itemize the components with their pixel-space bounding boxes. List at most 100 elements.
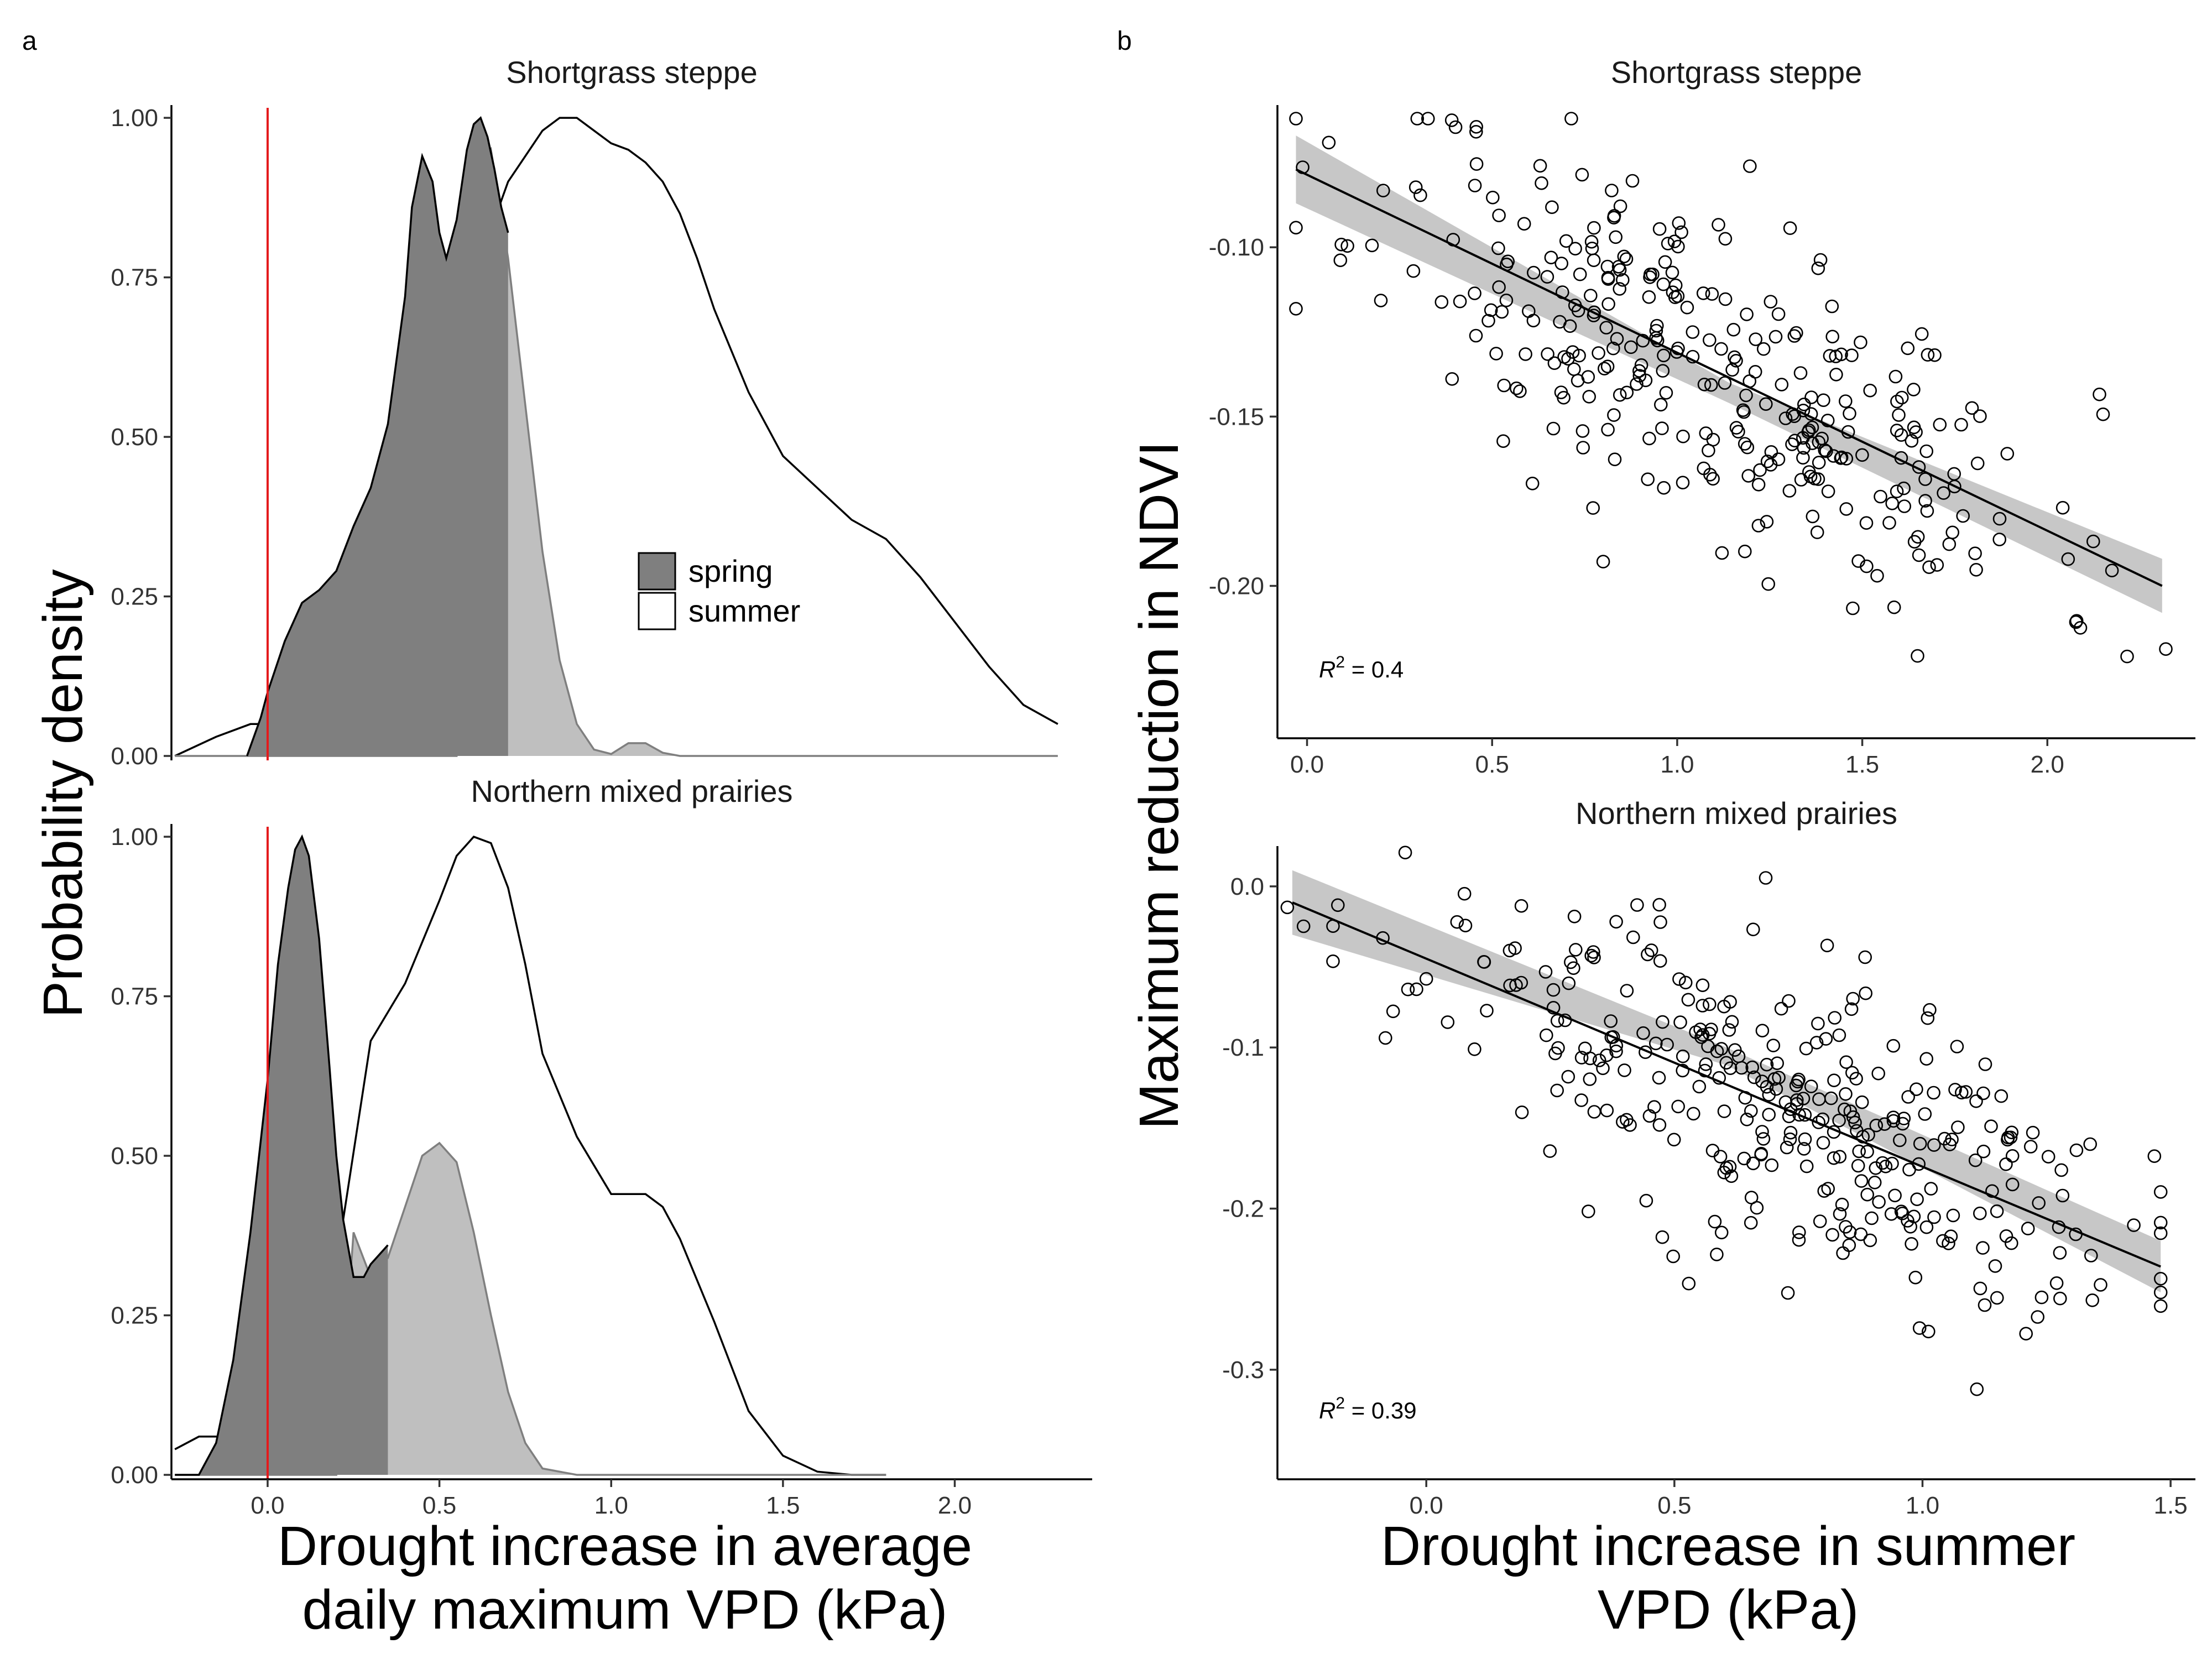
data-point: [1386, 1004, 1400, 1019]
data-point: [1817, 393, 1830, 408]
data-point: [1755, 1024, 1770, 1037]
data-point: [1973, 1206, 1987, 1220]
data-point: [1718, 232, 1733, 246]
data-point: [1289, 301, 1303, 316]
data-point: [1901, 1090, 1915, 1104]
data-point: [1745, 1060, 1759, 1074]
data-point: [1735, 1061, 1749, 1075]
data-point: [1976, 1086, 1990, 1100]
data-point: [1806, 509, 1820, 524]
data-point: [1289, 221, 1303, 235]
legend-key-summer: [638, 592, 676, 630]
data-point: [1671, 1099, 1685, 1114]
data-point: [1920, 504, 1934, 518]
data-point: [1861, 1128, 1875, 1142]
data-point: [1770, 1056, 1784, 1070]
data-point: [1496, 434, 1510, 448]
data-point: [1515, 1105, 1529, 1119]
data-point: [1812, 1115, 1825, 1129]
data-point: [1572, 348, 1586, 363]
data-point: [2053, 1291, 2067, 1306]
data-point: [1567, 910, 1582, 924]
data-point: [1825, 299, 1839, 314]
data-point: [1585, 241, 1599, 255]
data-point: [1609, 915, 1623, 929]
data-point: [1656, 364, 1670, 378]
data-point: [1874, 489, 1887, 504]
data-point: [1849, 1072, 1863, 1086]
data-point: [1296, 919, 1311, 933]
panel-a-y-axis-label: Probability density: [32, 569, 94, 1018]
data-point: [1907, 1209, 1921, 1224]
data-point: [1799, 1041, 1813, 1056]
data-point: [1968, 1153, 1983, 1167]
data-point: [1827, 1151, 1841, 1165]
data-point: [1641, 472, 1655, 487]
data-point: [1821, 1182, 1835, 1196]
data-point: [1888, 369, 1903, 384]
data-point: [1718, 292, 1733, 306]
data-point: [2056, 1188, 2070, 1203]
data-point: [1890, 394, 1904, 409]
data-point: [1839, 1087, 1853, 1101]
data-point: [1912, 548, 1926, 562]
data-point: [1913, 1136, 1927, 1151]
data-point: [1699, 1057, 1713, 1071]
data-point: [2085, 1293, 2099, 1307]
data-point: [1973, 409, 1987, 423]
data-point: [2159, 642, 2173, 656]
data-point: [1566, 345, 1580, 359]
data-point: [1743, 159, 1757, 173]
data-point: [1660, 1037, 1674, 1052]
data-point: [1613, 199, 1627, 213]
data-point: [1813, 1214, 1827, 1228]
data-point: [2083, 1137, 2097, 1151]
data-point: [1695, 978, 1710, 992]
data-point: [1990, 1291, 2004, 1305]
data-point: [1448, 120, 1463, 134]
data-point: [1819, 1032, 1833, 1046]
data-point: [1813, 253, 1828, 267]
data-point: [1988, 1259, 2002, 1273]
data-point: [1652, 222, 1667, 236]
data-point: [1812, 456, 1826, 469]
data-point: [1824, 1091, 1838, 1105]
data-point: [1562, 976, 1576, 990]
data-point: [1694, 1030, 1708, 1044]
data-point: [1761, 577, 1775, 591]
data-point: [1692, 1079, 1707, 1094]
data-point: [1499, 293, 1514, 307]
data-point: [1954, 418, 1968, 432]
y-tick-label: -0.10: [1209, 234, 1264, 261]
data-point: [1827, 449, 1840, 463]
data-point: [1892, 408, 1906, 422]
y-tick-label: 0.75: [111, 983, 158, 1010]
density-fill-summer: [175, 118, 1058, 757]
data-point: [1848, 1115, 1862, 1130]
data-point: [1886, 1110, 1901, 1124]
panel-a-x-axis-label-line1: Drought increase in average: [278, 1515, 972, 1577]
data-point: [1775, 378, 1789, 392]
data-point: [1586, 501, 1600, 515]
data-point: [1854, 335, 1867, 349]
data-point: [1326, 954, 1340, 968]
data-point: [2034, 1290, 2049, 1305]
data-point: [1587, 951, 1601, 964]
data-point: [2153, 1272, 2168, 1286]
data-point: [1919, 1220, 1934, 1234]
data-point: [1744, 1191, 1759, 1204]
data-point: [1994, 1089, 2008, 1103]
legend-key-spring: [638, 552, 676, 591]
data-point: [1740, 1113, 1754, 1126]
data-point: [2004, 1130, 2018, 1145]
regression-line: [1295, 168, 2163, 587]
data-point: [1871, 1066, 1885, 1081]
data-point: [1924, 1182, 1938, 1196]
data-point: [1896, 1117, 1910, 1131]
y-tick-label: -0.2: [1222, 1196, 1264, 1223]
data-point: [1725, 363, 1739, 377]
data-point: [1563, 319, 1577, 333]
data-point: [1829, 349, 1843, 363]
regression-line: [1292, 901, 2161, 1268]
data-point: [1788, 434, 1802, 448]
